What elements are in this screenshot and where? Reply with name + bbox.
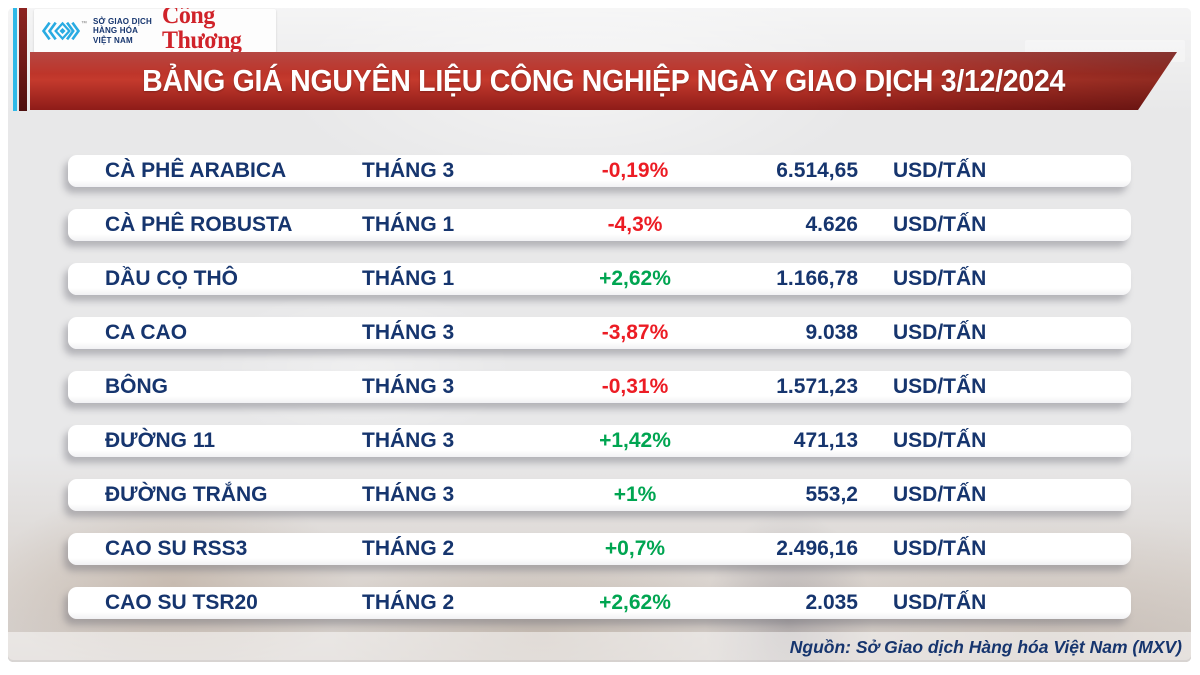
content-canvas: ™ SỞ GIAO DỊCH HÀNG HÓA VIỆT NAM Công Th…: [8, 8, 1191, 662]
row-change-percent: -4,3%: [607, 213, 663, 236]
table-row: CAO SU RSS3 THÁNG 2 +0,7% 2.496,16 USD/T…: [68, 533, 1131, 565]
table-row: ĐƯỜNG 11 THÁNG 3 +1,42% 471,13 USD/TẤN: [68, 425, 1131, 457]
row-contract-month: THÁNG 1: [362, 267, 455, 290]
mxv-chevron-logo-icon: ™: [42, 19, 87, 43]
row-price: 6.514,65: [776, 159, 858, 182]
row-price: 1.571,23: [776, 375, 858, 398]
row-change-percent: +2,62%: [599, 267, 671, 290]
row-commodity-name: BÔNG: [105, 375, 168, 398]
mxv-org-line-2: HÀNG HÓA: [93, 26, 139, 36]
mxv-org-name: SỞ GIAO DỊCH HÀNG HÓA VIỆT NAM: [93, 17, 152, 46]
row-change-percent: -0,19%: [601, 159, 669, 182]
row-commodity-name: CÀ PHÊ ARABICA: [105, 159, 287, 182]
row-change-percent: +2,62%: [599, 591, 671, 614]
row-contract-month: THÁNG 2: [362, 591, 455, 614]
cong-thuong-wordmark: Công Thương: [162, 8, 242, 55]
row-unit: USD/TẤN: [893, 483, 987, 506]
table-row: CÀ PHÊ ARABICA THÁNG 3 -0,19% 6.514,65 U…: [68, 155, 1131, 187]
table-row: BÔNG THÁNG 3 -0,31% 1.571,23 USD/TẤN: [68, 371, 1131, 403]
row-unit: USD/TẤN: [893, 267, 987, 290]
trademark-symbol: ™: [81, 21, 87, 27]
footer-strip: Nguồn: Sở Giao dịch Hàng hóa Việt Nam (M…: [8, 632, 1191, 662]
left-accent-bar-cyan: [13, 8, 17, 111]
left-accent-bar-maroon: [19, 8, 27, 111]
title-banner: BẢNG GIÁ NGUYÊN LIỆU CÔNG NGHIỆP NGÀY GI…: [30, 52, 1177, 110]
row-commodity-name: CA CAO: [105, 321, 188, 344]
row-contract-month: THÁNG 3: [362, 321, 455, 344]
row-price: 1.166,78: [776, 267, 858, 290]
cong-thuong-logo: Công Thương: [162, 8, 276, 58]
row-contract-month: THÁNG 3: [362, 375, 455, 398]
row-commodity-name: ĐƯỜNG TRẮNG: [105, 483, 268, 506]
logo-card: ™ SỞ GIAO DỊCH HÀNG HÓA VIỆT NAM Công Th…: [34, 8, 276, 58]
table-row: CA CAO THÁNG 3 -3,87% 9.038 USD/TẤN: [68, 317, 1131, 349]
price-table: CÀ PHÊ ARABICA THÁNG 3 -0,19% 6.514,65 U…: [68, 155, 1131, 619]
row-contract-month: THÁNG 3: [362, 429, 455, 452]
row-price: 471,13: [793, 429, 858, 452]
row-commodity-name: CÀ PHÊ ROBUSTA: [105, 213, 293, 236]
row-unit: USD/TẤN: [893, 159, 987, 182]
row-change-percent: +1%: [613, 483, 657, 506]
table-row: CÀ PHÊ ROBUSTA THÁNG 1 -4,3% 4.626 USD/T…: [68, 209, 1131, 241]
row-contract-month: THÁNG 1: [362, 213, 455, 236]
row-contract-month: THÁNG 3: [362, 483, 455, 506]
row-price: 2.035: [805, 591, 858, 614]
row-commodity-name: DẦU CỌ THÔ: [105, 267, 238, 290]
row-contract-month: THÁNG 3: [362, 159, 455, 182]
mxv-org-line-3: VIỆT NAM: [93, 35, 133, 45]
row-unit: USD/TẤN: [893, 213, 987, 236]
row-change-percent: +0,7%: [604, 537, 666, 560]
row-price: 553,2: [805, 483, 858, 506]
row-price: 2.496,16: [776, 537, 858, 560]
table-row: ĐƯỜNG TRẮNG THÁNG 3 +1% 553,2 USD/TẤN: [68, 479, 1131, 511]
row-commodity-name: CAO SU RSS3: [105, 537, 248, 560]
table-row: CAO SU TSR20 THÁNG 2 +2,62% 2.035 USD/TẤ…: [68, 587, 1131, 619]
source-credit: Nguồn: Sở Giao dịch Hàng hóa Việt Nam (M…: [789, 636, 1182, 657]
row-commodity-name: ĐƯỜNG 11: [105, 429, 216, 452]
row-unit: USD/TẤN: [893, 321, 987, 344]
row-change-percent: -3,87%: [601, 321, 669, 344]
row-unit: USD/TẤN: [893, 375, 987, 398]
page-title: BẢNG GIÁ NGUYÊN LIỆU CÔNG NGHIỆP NGÀY GI…: [141, 63, 1065, 98]
row-unit: USD/TẤN: [893, 537, 987, 560]
row-price: 9.038: [805, 321, 858, 344]
row-unit: USD/TẤN: [893, 429, 987, 452]
table-row: DẦU CỌ THÔ THÁNG 1 +2,62% 1.166,78 USD/T…: [68, 263, 1131, 295]
row-change-percent: -0,31%: [601, 375, 669, 398]
row-contract-month: THÁNG 2: [362, 537, 455, 560]
row-change-percent: +1,42%: [599, 429, 671, 452]
mxv-org-line-1: SỞ GIAO DỊCH: [93, 16, 153, 26]
row-price: 4.626: [805, 213, 858, 236]
row-commodity-name: CAO SU TSR20: [105, 591, 258, 614]
row-unit: USD/TẤN: [893, 591, 987, 614]
